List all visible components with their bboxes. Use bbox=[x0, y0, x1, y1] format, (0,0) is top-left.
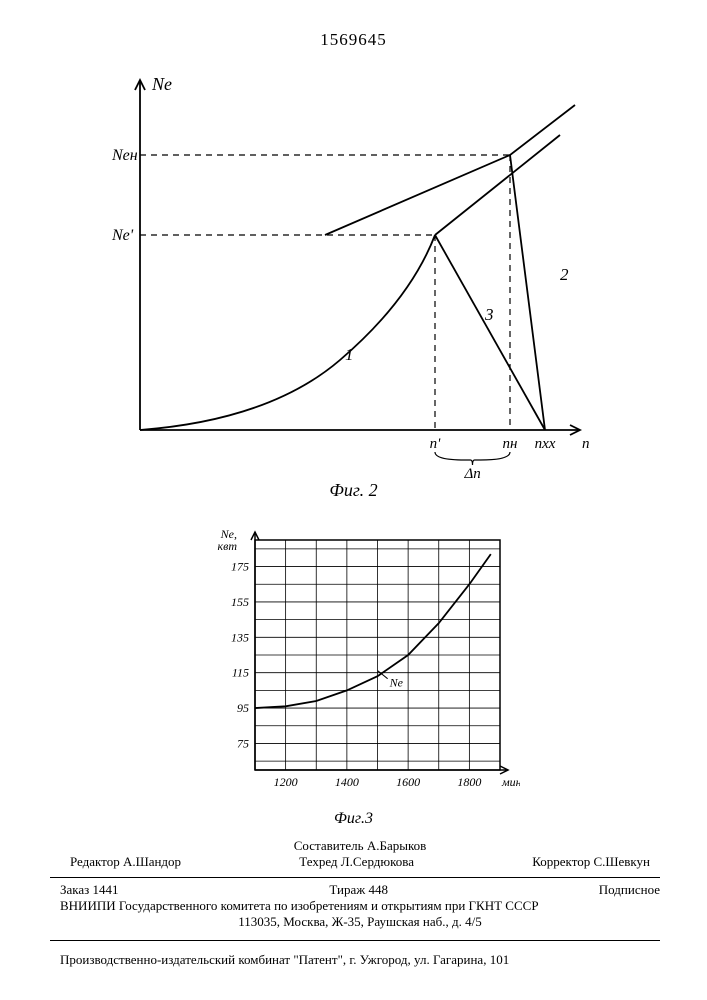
tirazh: Тираж 448 bbox=[329, 882, 388, 898]
svg-text:n': n' bbox=[430, 436, 442, 452]
corrector: Корректор С.Шевкун bbox=[532, 854, 650, 870]
svg-text:2: 2 bbox=[560, 265, 569, 284]
pub-row: Заказ 1441 Тираж 448 Подписное bbox=[60, 882, 660, 898]
svg-text:1200: 1200 bbox=[274, 775, 298, 789]
footer: Производственно-издательский комбинат "П… bbox=[60, 952, 660, 968]
svg-text:Δn: Δn bbox=[464, 466, 481, 480]
divider bbox=[50, 877, 660, 878]
svg-text:Ne: Ne bbox=[389, 676, 404, 690]
fig3-caption: Фиг.3 bbox=[0, 810, 707, 828]
svg-text:квт: квт bbox=[218, 539, 238, 553]
editor: Редактор А.Шандор bbox=[70, 854, 181, 870]
svg-text:135: 135 bbox=[231, 630, 249, 644]
org-line2: 113035, Москва, Ж-35, Раушская наб., д. … bbox=[60, 914, 660, 930]
svg-text:1800: 1800 bbox=[457, 775, 481, 789]
svg-text:nдв: nдв bbox=[582, 436, 590, 452]
org-block: ВНИИПИ Государственного комитета по изоб… bbox=[60, 898, 660, 931]
svg-text:1400: 1400 bbox=[335, 775, 359, 789]
svg-text:95: 95 bbox=[237, 701, 249, 715]
fig2-caption: Фиг. 2 bbox=[0, 480, 707, 501]
svg-text:3: 3 bbox=[484, 305, 494, 324]
svg-text:175: 175 bbox=[231, 560, 249, 574]
page: 1569645 NeNeнNe'ΔNen'nнnxxnдвΔn123 Фиг. … bbox=[0, 0, 707, 1000]
svg-text:Neн: Neн bbox=[111, 147, 138, 164]
credits-block: Составитель А.Барыков Редактор А.Шандор … bbox=[60, 838, 660, 871]
svg-text:мин⁻¹: мин⁻¹ bbox=[501, 775, 520, 789]
svg-text:1: 1 bbox=[345, 345, 354, 364]
techred: Техред Л.Сердюкова bbox=[299, 854, 414, 870]
svg-text:nxx: nxx bbox=[535, 436, 556, 452]
svg-text:75: 75 bbox=[237, 736, 249, 750]
compiler: Составитель А.Барыков bbox=[60, 838, 660, 854]
svg-text:Ne: Ne bbox=[151, 74, 172, 94]
fig2-chart: NeNeнNe'ΔNen'nнnxxnдвΔn123 bbox=[110, 60, 590, 480]
order-number: Заказ 1441 bbox=[60, 882, 119, 898]
fig3-chart: Ne,квт12001400160018007595115135155175ми… bbox=[200, 520, 520, 810]
divider bbox=[50, 940, 660, 941]
org-line1: ВНИИПИ Государственного комитета по изоб… bbox=[60, 898, 660, 914]
svg-text:155: 155 bbox=[231, 595, 249, 609]
svg-text:1600: 1600 bbox=[396, 775, 420, 789]
svg-text:Ne': Ne' bbox=[111, 227, 134, 244]
svg-text:nн: nн bbox=[503, 436, 518, 452]
subscription: Подписное bbox=[599, 882, 660, 898]
patent-number: 1569645 bbox=[0, 30, 707, 50]
svg-text:115: 115 bbox=[232, 666, 249, 680]
